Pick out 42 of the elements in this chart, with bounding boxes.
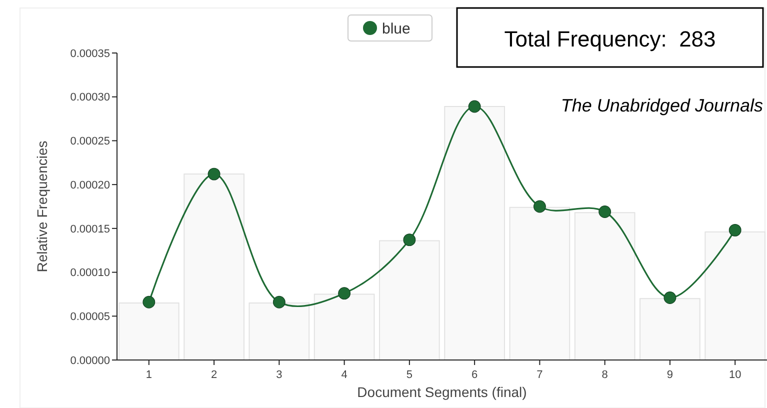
point xyxy=(142,296,156,308)
x-tick-label: 2 xyxy=(210,369,218,381)
x-tick-label: 1 xyxy=(146,369,152,381)
x-tick-label: 9 xyxy=(666,369,674,381)
y-tick-label: 0.00000 xyxy=(70,354,110,367)
point xyxy=(338,287,351,300)
bar xyxy=(444,106,505,360)
bar xyxy=(509,206,570,360)
legend-label: blue xyxy=(382,20,410,38)
point xyxy=(664,292,676,304)
y-tick-label: 0.00020 xyxy=(70,179,110,192)
point xyxy=(468,100,481,113)
bar xyxy=(248,302,310,360)
y-axis-title: Relative Frequencies xyxy=(34,140,50,272)
x-axis-title: Document Segments (final) xyxy=(357,384,527,400)
x-tick-label: 10 xyxy=(728,369,742,381)
y-tick-label: 0.00030 xyxy=(70,92,110,104)
x-tick-label: 3 xyxy=(276,369,282,381)
point xyxy=(272,296,286,308)
point xyxy=(598,206,612,218)
x-tick-label: 7 xyxy=(536,369,543,381)
bar xyxy=(574,212,636,360)
y-tick-label: 0.00035 xyxy=(70,48,110,60)
bar xyxy=(640,298,700,360)
y-tick-label: 0.00025 xyxy=(70,136,110,148)
point xyxy=(728,224,742,236)
y-tick-label: 0.00015 xyxy=(70,223,110,236)
point xyxy=(208,168,220,180)
y-tick-label: 0.00010 xyxy=(70,267,110,280)
bar xyxy=(184,174,244,360)
x-tick-label: 8 xyxy=(602,369,608,381)
y-tick-label: 0.00005 xyxy=(70,310,110,323)
x-tick-label: 4 xyxy=(341,369,348,381)
point xyxy=(533,200,546,213)
point xyxy=(403,234,416,246)
x-tick-label: 5 xyxy=(406,369,412,381)
annotation: The Unabridged Journals xyxy=(560,95,763,116)
bar xyxy=(118,302,180,360)
bar xyxy=(314,294,375,360)
text: Total Frequency: 283 xyxy=(504,26,716,52)
x-tick-label: 6 xyxy=(472,369,478,381)
bar xyxy=(379,240,440,360)
